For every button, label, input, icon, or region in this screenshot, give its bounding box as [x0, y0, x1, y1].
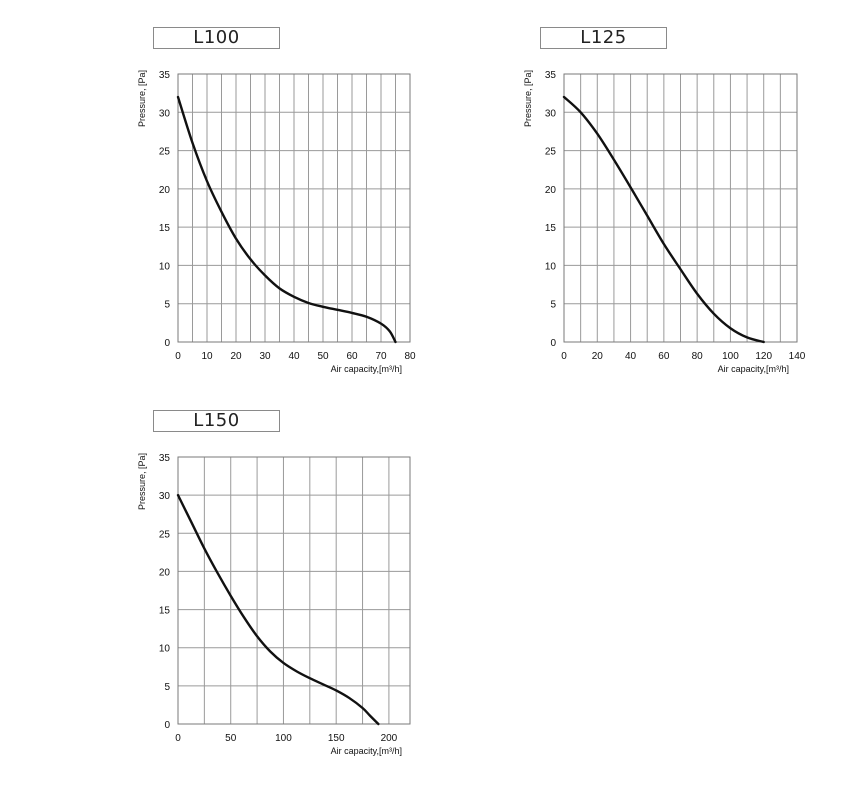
y-tick-label: 25 — [545, 147, 557, 158]
chart-title-l125: L125 — [540, 27, 667, 49]
y-tick-label: 10 — [545, 261, 557, 272]
x-tick-label: 0 — [175, 351, 181, 362]
y-tick-label: 30 — [159, 108, 171, 119]
y-tick-label: 20 — [159, 185, 171, 196]
x-tick-label: 40 — [288, 351, 300, 362]
x-tick-label: 100 — [722, 351, 739, 362]
y-tick-label: 25 — [159, 529, 171, 540]
x-axis-label: Air capacity,[m³/h] — [718, 364, 789, 374]
y-tick-label: 15 — [159, 223, 171, 234]
chart-title-l100: L100 — [153, 27, 280, 49]
series-line — [176, 95, 397, 344]
x-tick-label: 20 — [230, 351, 242, 362]
y-tick-label: 15 — [545, 223, 557, 234]
x-tick-label: 20 — [592, 351, 604, 362]
x-tick-label: 150 — [328, 733, 345, 744]
chart-l100: 0 10 20 30 40 50 60 70 80 0 5 10 15 20 25 30 35 Air capac… — [137, 70, 416, 374]
y-tick-label: 0 — [164, 720, 170, 731]
y-tick-label: 25 — [159, 147, 171, 158]
chart-l150: 0 50 100 150 200 0 5 10 15 20 25 30 35 Air capacity,[… — [137, 453, 411, 756]
y-axis-label: Pressure, [Pa] — [523, 70, 533, 127]
y-tick-label: 35 — [545, 70, 557, 81]
chart-title-l150: L150 — [153, 410, 280, 432]
x-tick-label: 60 — [346, 351, 358, 362]
y-tick-label: 20 — [159, 567, 171, 578]
x-tick-label: 10 — [201, 351, 213, 362]
y-axis-label: Pressure, [Pa] — [137, 453, 147, 510]
y-tick-label: 15 — [159, 606, 171, 617]
x-tick-label: 80 — [404, 351, 416, 362]
x-tick-label: 40 — [625, 351, 637, 362]
x-tick-label: 120 — [755, 351, 772, 362]
plot-frame — [563, 73, 798, 343]
y-tick-label: 0 — [164, 338, 170, 349]
grid — [177, 73, 411, 343]
grid — [177, 456, 410, 725]
y-tick-label: 35 — [159, 453, 171, 464]
y-tick-label: 30 — [159, 491, 171, 502]
y-axis-label: Pressure, [Pa] — [137, 70, 147, 127]
y-tick-label: 30 — [545, 108, 557, 119]
y-tick-label: 10 — [159, 261, 171, 272]
y-tick-label: 20 — [545, 185, 557, 196]
x-axis-label: Air capacity,[m³/h] — [331, 746, 402, 756]
x-axis-label: Air capacity,[m³/h] — [331, 364, 402, 374]
plot-frame — [177, 456, 411, 725]
x-tick-label: 60 — [658, 351, 670, 362]
x-tick-label: 70 — [375, 351, 387, 362]
series-line — [562, 95, 765, 344]
x-tick-label: 30 — [259, 351, 271, 362]
y-tick-label: 5 — [164, 682, 170, 693]
x-tick-label: 100 — [275, 733, 292, 744]
y-tick-label: 10 — [159, 644, 171, 655]
y-tick-label: 35 — [159, 70, 171, 81]
chart-l125: 0 20 40 60 80 100 120 140 0 5 10 15 20 25 30 35 Air capa… — [523, 70, 806, 374]
x-tick-label: 50 — [225, 733, 237, 744]
y-tick-label: 0 — [550, 338, 556, 349]
grid — [563, 73, 798, 343]
x-tick-label: 50 — [317, 351, 329, 362]
x-tick-label: 0 — [561, 351, 567, 362]
x-tick-label: 200 — [381, 733, 398, 744]
series-line — [176, 493, 380, 726]
x-tick-label: 140 — [789, 351, 806, 362]
x-tick-label: 0 — [175, 733, 181, 744]
x-tick-label: 80 — [692, 351, 704, 362]
plot-frame — [177, 73, 411, 343]
y-tick-label: 5 — [164, 300, 170, 311]
y-tick-label: 5 — [550, 300, 556, 311]
